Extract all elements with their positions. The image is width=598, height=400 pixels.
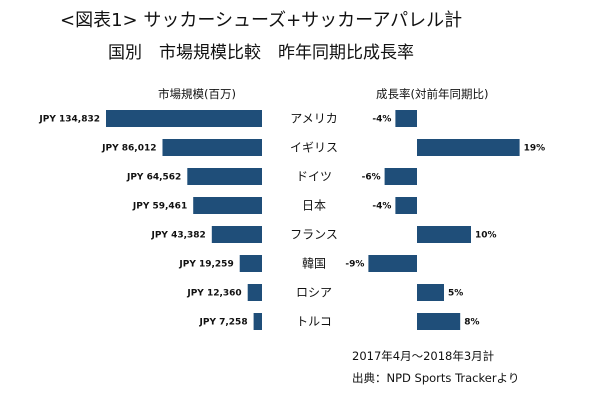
market-size-header: 市場規模(百万)	[158, 87, 236, 101]
source-note: 出典：NPD Sports Trackerより	[352, 371, 520, 385]
market-size-value-label: JPY 64,562	[126, 173, 181, 183]
country-label: アメリカ	[290, 112, 337, 126]
growth-rate-value-label: 8%	[464, 318, 479, 328]
market-size-bar	[193, 197, 262, 214]
country-label: トルコ	[296, 315, 332, 329]
growth-rate-bar	[417, 284, 444, 301]
growth-rate-bar	[395, 110, 417, 127]
chart-subtitle: 国別 市場規模比較 昨年同期比成長率	[108, 43, 414, 63]
country-label: イギリス	[290, 141, 338, 155]
growth-rate-bar	[384, 168, 417, 185]
market-size-bar	[162, 139, 262, 156]
growth-rate-header: 成長率(対前年同期比)	[376, 87, 489, 101]
country-label: 韓国	[302, 257, 326, 271]
country-label: フランス	[290, 228, 338, 242]
growth-rate-value-label: -6%	[362, 173, 381, 183]
market-size-bars: JPY 134,832 JPY 86,012 JPY 64,562 JPY 59,46…	[38, 110, 262, 330]
growth-rate-bar	[395, 197, 417, 214]
market-size-value-label: JPY 134,832	[38, 115, 100, 125]
growth-rate-bar	[368, 255, 417, 272]
country-label: 日本	[302, 199, 326, 213]
period-note: 2017年4月～2018年3月計	[352, 349, 495, 363]
growth-rate-bars: -4% 19% -6% -4% 10% -9% 5% 8%	[345, 110, 545, 330]
market-size-value-label: JPY 59,461	[132, 202, 187, 212]
market-size-value-label: JPY 43,382	[150, 231, 205, 241]
growth-rate-value-label: -4%	[372, 115, 391, 125]
growth-rate-value-label: 10%	[475, 231, 497, 241]
growth-rate-value-label: -4%	[372, 202, 391, 212]
growth-rate-value-label: -9%	[345, 260, 364, 270]
market-size-bar	[253, 313, 262, 330]
market-size-value-label: JPY 86,012	[101, 144, 156, 154]
growth-rate-value-label: 19%	[524, 144, 546, 154]
growth-rate-bar	[417, 313, 461, 330]
country-label: ロシア	[296, 286, 332, 300]
market-size-value-label: JPY 12,360	[186, 289, 241, 299]
market-size-value-label: JPY 7,258	[199, 318, 248, 328]
growth-rate-bar	[417, 226, 471, 243]
growth-rate-value-label: 5%	[448, 289, 463, 299]
chart-title: <図表1> サッカーシューズ+サッカーアパレル計	[60, 10, 463, 31]
market-size-value-label: JPY 19,259	[178, 260, 233, 270]
market-size-bar	[239, 255, 262, 272]
market-size-bar	[106, 110, 262, 127]
market-size-bar	[187, 168, 262, 185]
market-size-bar	[211, 226, 262, 243]
country-label: ドイツ	[296, 170, 332, 184]
growth-rate-bar	[417, 139, 520, 156]
market-size-bar	[247, 284, 262, 301]
